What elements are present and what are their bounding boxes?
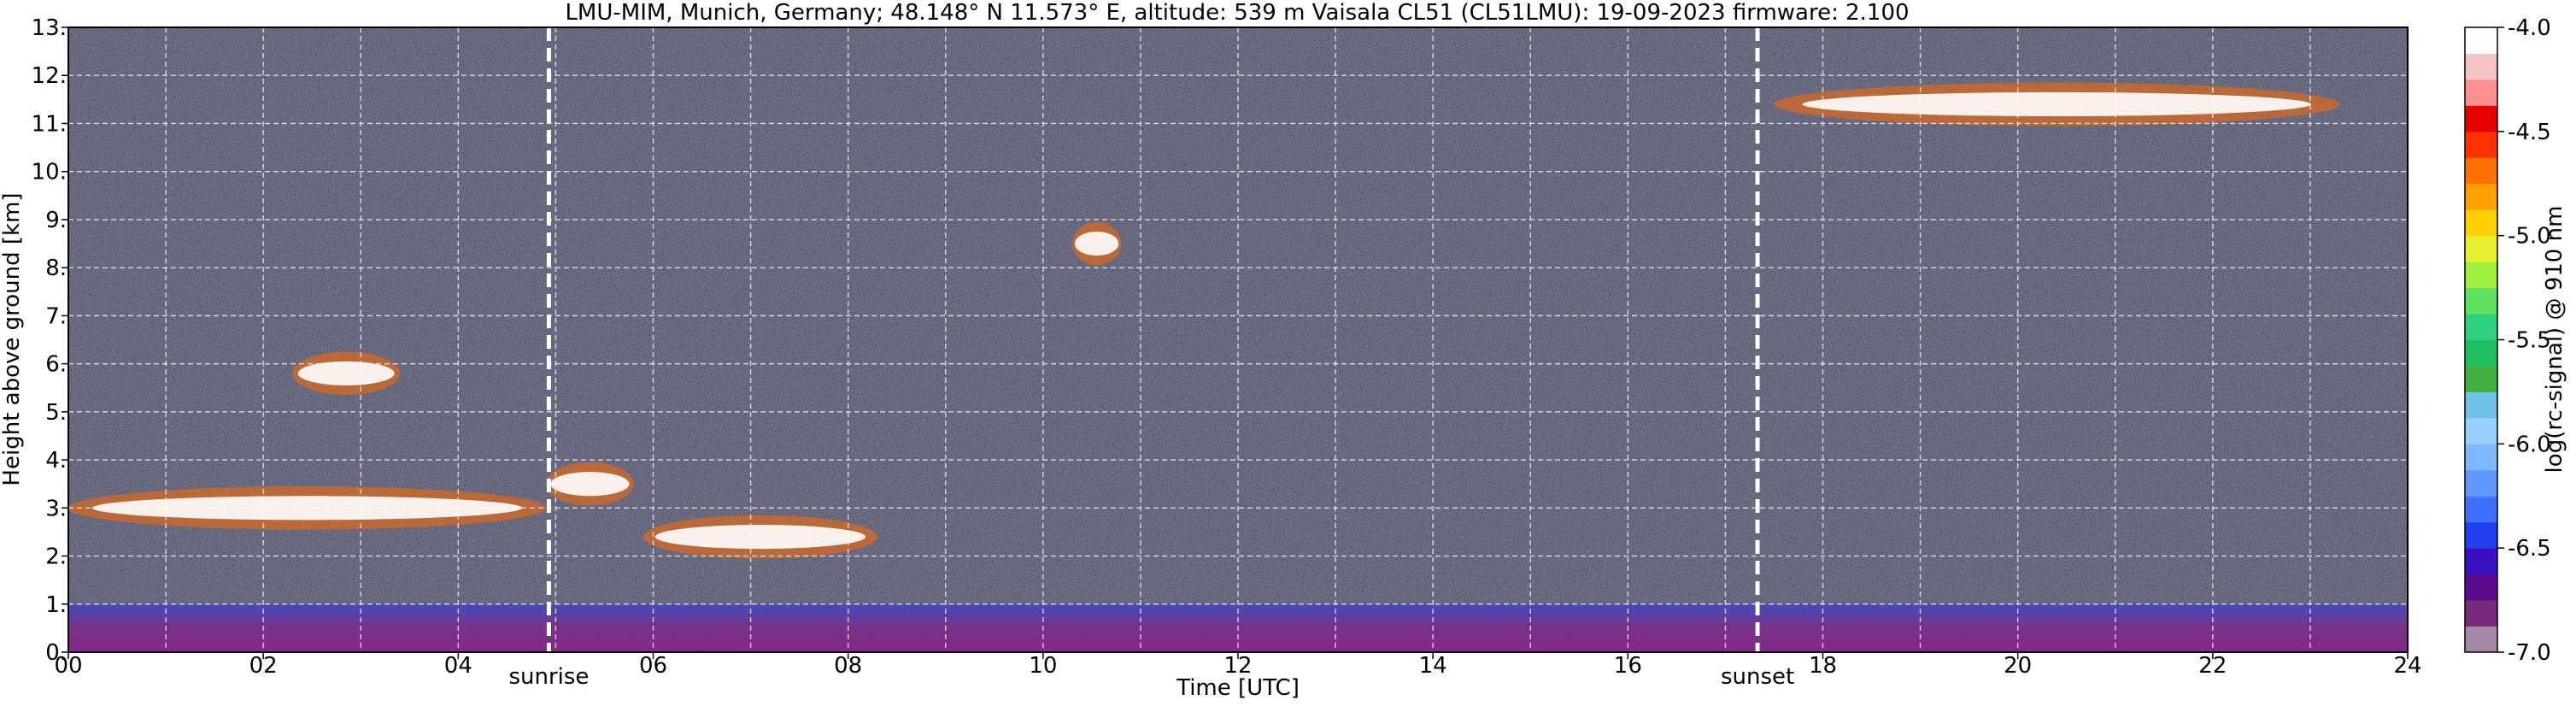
chart-title: LMU-MIM, Munich, Germany; 48.148° N 11.5… bbox=[565, 0, 1909, 26]
x-tick-label: 22 bbox=[2198, 653, 2227, 679]
x-tick-label: 20 bbox=[2004, 653, 2032, 679]
plot-area bbox=[67, 26, 2409, 653]
colorbar-tick-label: -7.0 bbox=[2508, 640, 2551, 666]
x-tick-label: 12 bbox=[1223, 653, 1252, 679]
x-tick-label: 14 bbox=[1419, 653, 1447, 679]
colorbar-swatch bbox=[2465, 27, 2497, 54]
colorbar-swatch bbox=[2465, 600, 2497, 627]
x-tick-label: 16 bbox=[1614, 653, 1642, 679]
y-tick-label: 2. bbox=[45, 544, 67, 570]
colorbar-swatch bbox=[2465, 183, 2497, 210]
y-tick-label: 7. bbox=[45, 303, 67, 329]
colorbar-swatch bbox=[2465, 496, 2497, 523]
colorbar-swatch bbox=[2465, 157, 2497, 185]
y-tick-label: 10. bbox=[32, 160, 67, 185]
x-tick-label: 02 bbox=[249, 653, 278, 679]
x-tick-label: 10 bbox=[1029, 653, 1057, 679]
colorbar-tick-label: -5.5 bbox=[2508, 328, 2551, 354]
y-tick-label: 11. bbox=[32, 111, 67, 137]
colorbar-tick-label: -6.0 bbox=[2508, 432, 2551, 457]
annotation-label: sunrise bbox=[508, 664, 589, 690]
x-tick-label: 04 bbox=[444, 653, 472, 679]
colorbar-label: log(rc-signal) @ 910 nm bbox=[2542, 206, 2567, 474]
cloud-layer-core bbox=[1802, 91, 2312, 117]
y-tick-label: 3. bbox=[45, 496, 67, 521]
y-axis-label: Height above ground [km] bbox=[0, 192, 25, 485]
colorbar-swatch bbox=[2465, 365, 2497, 392]
y-tick-label: 9. bbox=[45, 208, 67, 233]
colorbar-swatch bbox=[2465, 444, 2497, 471]
colorbar-swatch bbox=[2465, 235, 2497, 262]
x-tick-label: 08 bbox=[834, 653, 862, 679]
x-axis-label: Time [UTC] bbox=[1176, 675, 1300, 701]
colorbar-swatch bbox=[2465, 79, 2497, 106]
colorbar-swatch bbox=[2465, 262, 2497, 289]
colorbar-swatch bbox=[2465, 574, 2497, 601]
colorbar-swatch bbox=[2465, 548, 2497, 575]
y-tick-label: 12. bbox=[32, 63, 67, 89]
cloud-layer-core bbox=[1074, 231, 1119, 256]
colorbar-tick-label: -4.0 bbox=[2508, 15, 2551, 41]
x-tick-label: 06 bbox=[639, 653, 667, 679]
colorbar-swatch bbox=[2465, 469, 2497, 497]
colorbar-swatch bbox=[2465, 209, 2497, 237]
y-tick-label: 5. bbox=[45, 400, 67, 426]
colorbar-swatch bbox=[2465, 626, 2497, 653]
annotation-label: sunset bbox=[1721, 664, 1794, 690]
y-tick-label: 13. bbox=[32, 15, 67, 41]
y-axis: 0. 1. 2. 3. 4. 5. 6. 7. 8. 9. 10. 11. 12. 13. bbox=[32, 15, 68, 666]
x-tick-label: 00 bbox=[54, 653, 82, 679]
y-tick-label: 8. bbox=[45, 256, 67, 281]
cloud-layer-core bbox=[654, 524, 866, 550]
colorbar-tick-label: -5.0 bbox=[2508, 224, 2551, 250]
colorbar-swatch bbox=[2465, 105, 2497, 132]
cloud-layer-core bbox=[91, 496, 523, 521]
y-tick-label: 0. bbox=[45, 640, 67, 666]
annotations bbox=[546, 27, 1760, 652]
x-tick-label: 18 bbox=[1809, 653, 1837, 679]
colorbar-swatch bbox=[2465, 314, 2497, 340]
x-tick-label: 24 bbox=[2393, 653, 2421, 679]
colorbar-tick-label: -4.5 bbox=[2508, 120, 2551, 145]
colorbar-swatch bbox=[2465, 391, 2497, 419]
y-tick-label: 6. bbox=[45, 352, 67, 378]
x-axis: sunrise sunset 00 02 04 06 08 10 12 14 16 18 20 22 24 bbox=[54, 652, 2422, 690]
y-tick-label: 4. bbox=[45, 448, 67, 474]
colorbar-swatch bbox=[2465, 131, 2497, 158]
colorbar: -4.0 -4.5 -5.0 -5.5 -6.0 -6.5 -7.0 bbox=[2464, 15, 2551, 666]
cloud-layer-core bbox=[297, 361, 395, 385]
colorbar-swatch bbox=[2465, 339, 2497, 367]
y-tick-label: 1. bbox=[45, 592, 67, 618]
colorbar-swatch bbox=[2465, 53, 2497, 80]
colorbar-swatch bbox=[2465, 521, 2497, 549]
colorbar-swatch bbox=[2465, 417, 2497, 444]
colorbar-swatch bbox=[2465, 287, 2497, 315]
colorbar-tick-label: -6.5 bbox=[2508, 536, 2551, 562]
cloud-layer-core bbox=[550, 472, 630, 497]
